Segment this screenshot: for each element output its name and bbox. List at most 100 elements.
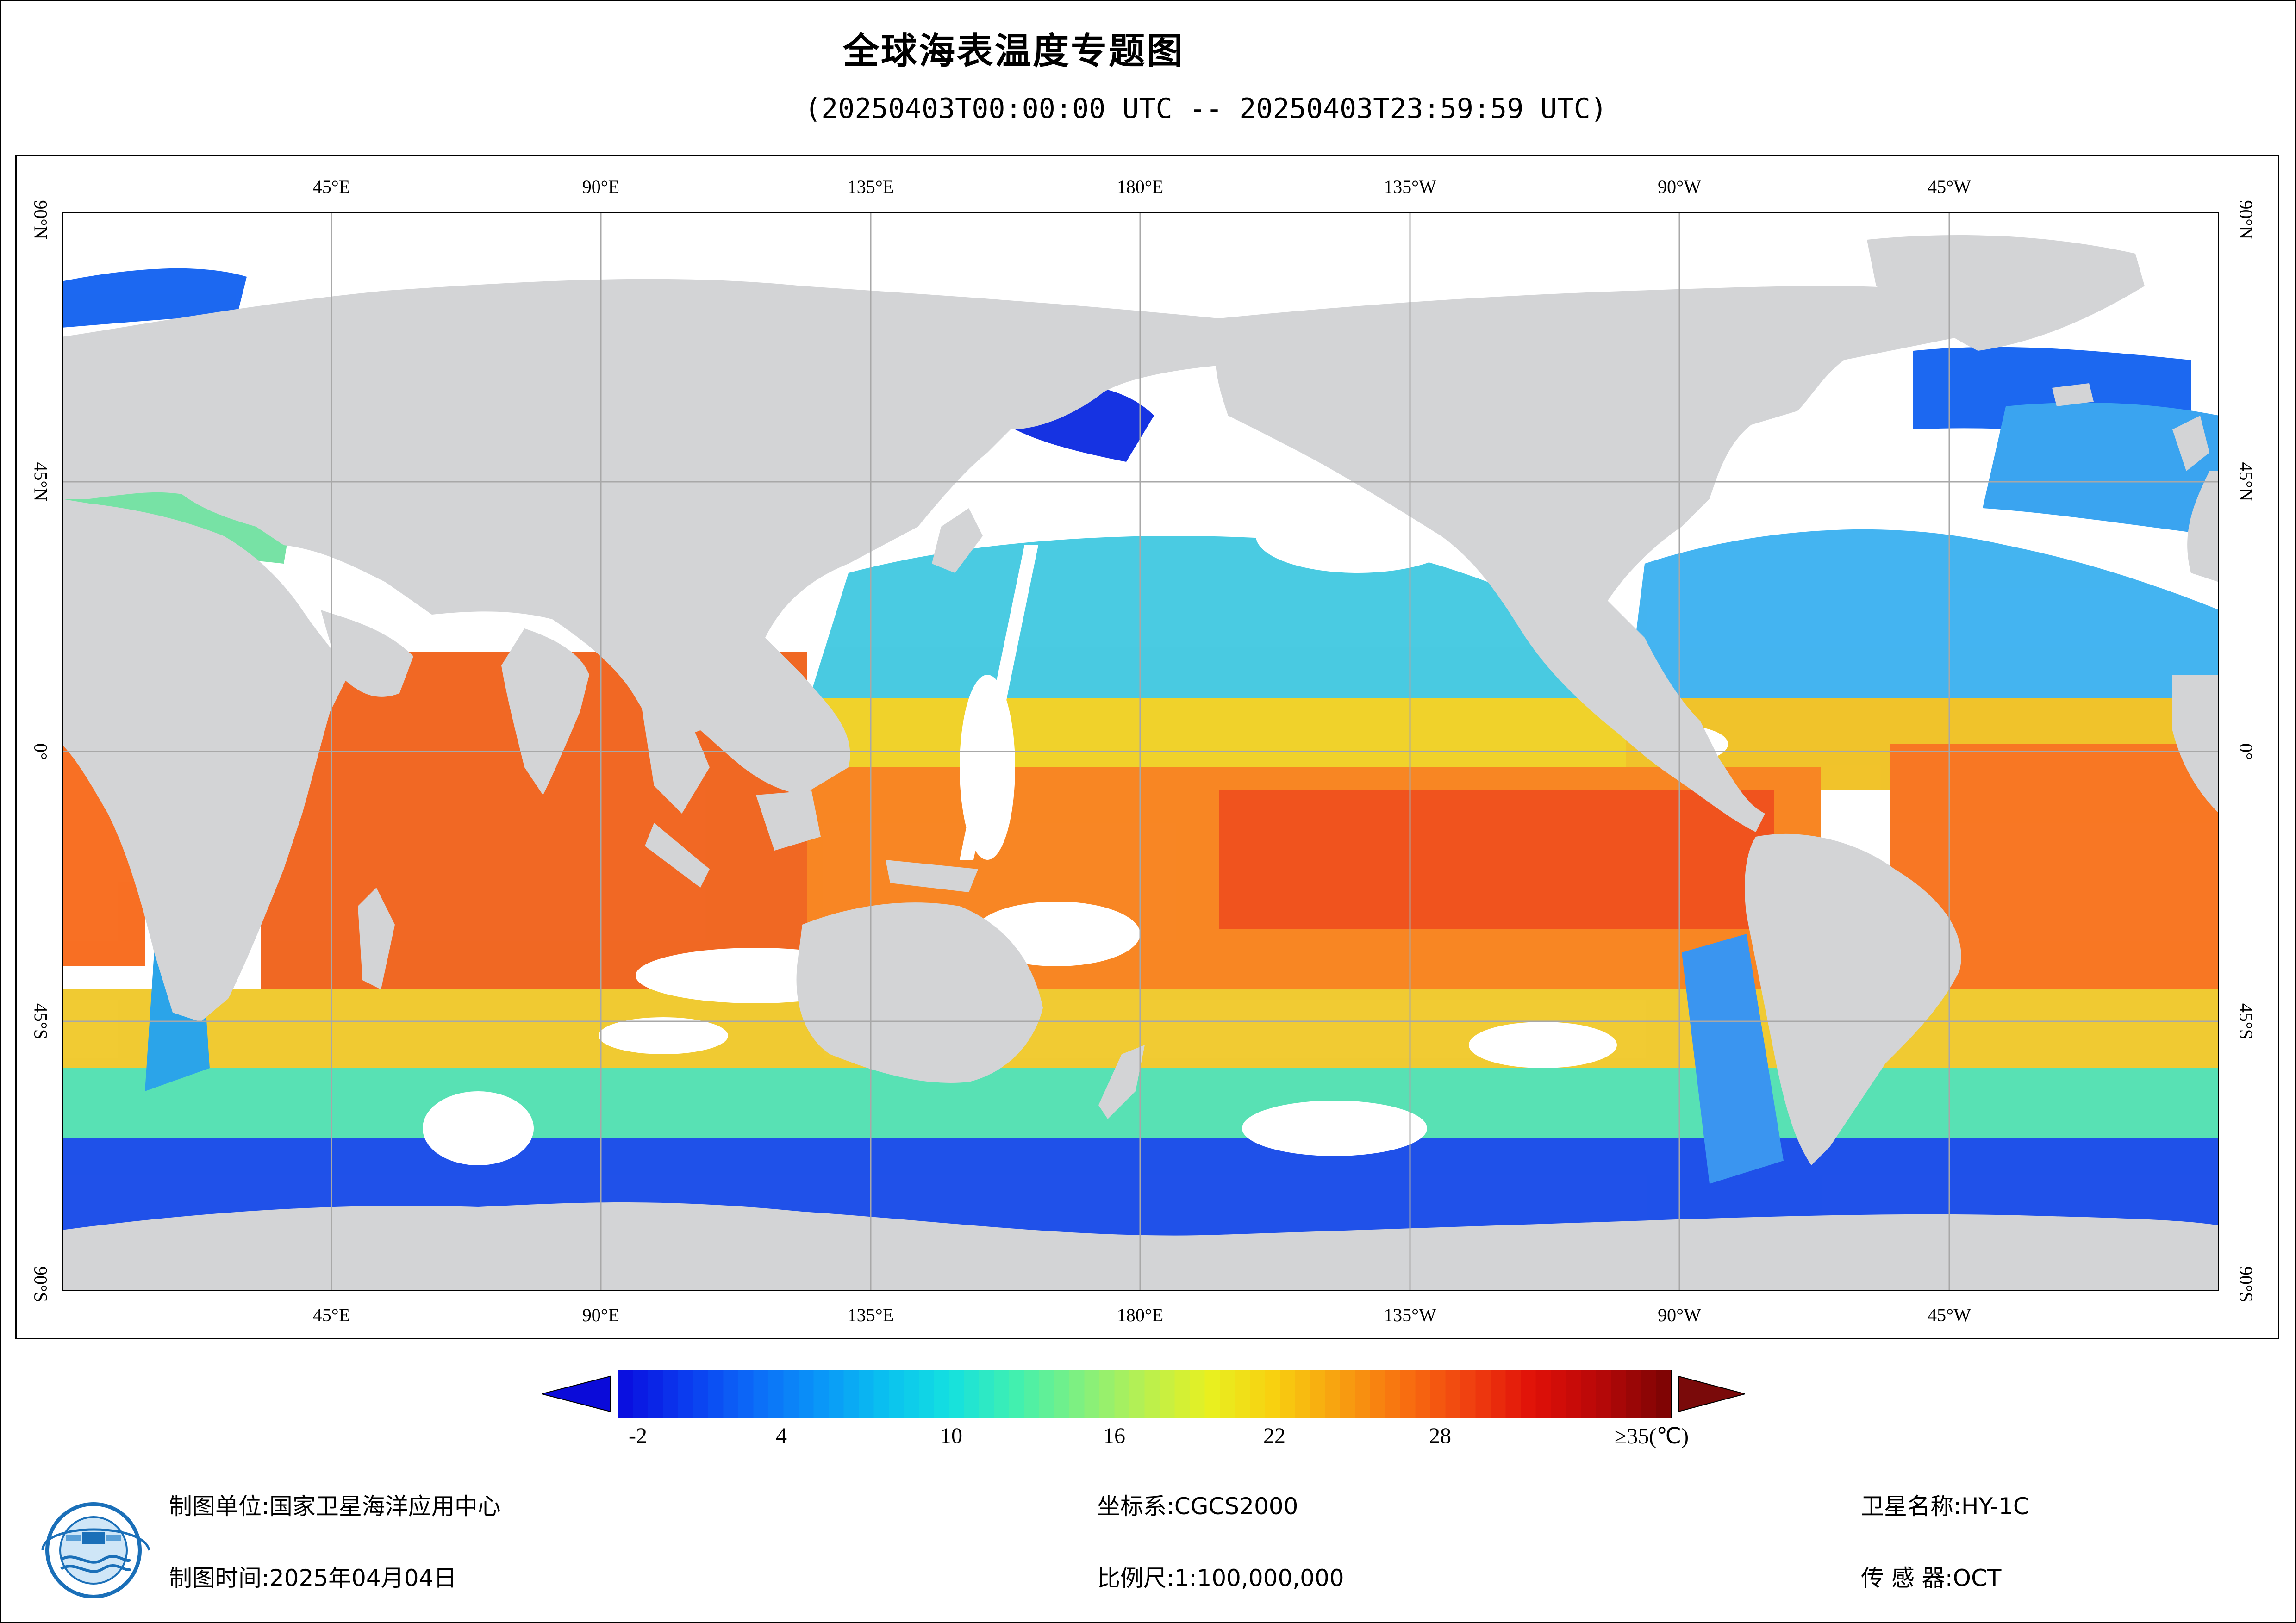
legend-tick: 10	[940, 1424, 962, 1448]
legend-color-cell	[1024, 1370, 1040, 1418]
legend-tick: 4	[776, 1424, 787, 1448]
lon-label-top: 90°W	[1658, 176, 1701, 197]
lon-label-bottom: 90°W	[1658, 1305, 1701, 1325]
legend-color-cell	[1400, 1370, 1416, 1418]
legend-color-cell	[768, 1370, 784, 1418]
sst-warm-pool	[1219, 790, 1774, 929]
legend-color-cell	[1355, 1370, 1371, 1418]
legend-color-cell	[723, 1370, 739, 1418]
legend-color-cell	[1325, 1370, 1341, 1418]
lat-label-right: 90°S	[2235, 1266, 2257, 1303]
legend-color-cell	[1310, 1370, 1325, 1418]
lat-label-right: 45°N	[2235, 462, 2257, 502]
scale-label: 比例尺:1:100,000,000	[1097, 1565, 1344, 1592]
legend-color-cell	[949, 1370, 964, 1418]
legend-color-cell	[1340, 1370, 1355, 1418]
legend-color-cell	[618, 1370, 633, 1418]
legend-color-cell	[708, 1370, 724, 1418]
legend-tick: ≥35(℃)	[1614, 1424, 1689, 1449]
land-iceland	[2052, 383, 2094, 406]
legend-color-cell	[1581, 1370, 1596, 1418]
lat-label-left: 0°	[30, 743, 51, 760]
satellite-label: 卫星名称:HY-1C	[1861, 1493, 2029, 1520]
legend-color-cell	[799, 1370, 814, 1418]
lon-label-bottom: 180°E	[1117, 1305, 1164, 1325]
lon-label-bottom: 135°E	[847, 1305, 894, 1325]
map-title: 全球海表温度专题图	[842, 31, 1185, 72]
lat-label-right: 90°N	[2235, 200, 2257, 240]
legend-color-cell	[1641, 1370, 1656, 1418]
lat-label-right: 45°S	[2235, 1003, 2257, 1040]
legend-color-cell	[753, 1370, 769, 1418]
legend-max-arrow	[1678, 1375, 1745, 1412]
legend-tick: 28	[1429, 1424, 1451, 1448]
land-madagascar	[358, 888, 395, 989]
legend-color-cell	[1656, 1370, 1672, 1418]
legend-color-cell	[1611, 1370, 1626, 1418]
legend-color-cell	[934, 1370, 949, 1418]
legend-color-cell	[1370, 1370, 1385, 1418]
lon-label-top: 135°W	[1384, 176, 1436, 197]
sensor-label: 传 感 器:OCT	[1861, 1565, 2002, 1592]
legend-color-cells	[618, 1370, 1672, 1418]
lon-label-bottom: 135°W	[1384, 1305, 1436, 1325]
legend-color-cell	[1551, 1370, 1566, 1418]
org-label: 制图单位:国家卫星海洋应用中心	[169, 1493, 501, 1520]
legend-color-cell	[1445, 1370, 1461, 1418]
lon-label-top: 180°E	[1117, 176, 1164, 197]
legend-color-cell	[1144, 1370, 1160, 1418]
legend-color-cell	[964, 1370, 980, 1418]
date-label: 制图时间:2025年04月04日	[169, 1565, 457, 1592]
legend-color-cell	[1250, 1370, 1265, 1418]
legend-color-cell	[1430, 1370, 1446, 1418]
legend-color-cell	[813, 1370, 829, 1418]
sst-ne-atlantic	[1983, 402, 2219, 536]
land-greenland	[1867, 235, 2145, 351]
legend-tick: 16	[1103, 1424, 1125, 1448]
legend-color-cell	[633, 1370, 649, 1418]
sst-humboldt	[1682, 934, 1784, 1184]
legend-color-cell	[1505, 1370, 1521, 1418]
legend-color-cell	[994, 1370, 1010, 1418]
legend-color-cell	[1475, 1370, 1491, 1418]
land-arabia	[321, 610, 413, 697]
land-australia	[796, 902, 1043, 1083]
nsoas-logo-icon	[41, 1502, 150, 1598]
legend-color-cell	[1265, 1370, 1280, 1418]
color-legend	[542, 1370, 1745, 1418]
legend-color-cell	[1521, 1370, 1536, 1418]
legend-color-cell	[1626, 1370, 1641, 1418]
lat-label-right: 0°	[2235, 743, 2257, 760]
lon-label-top: 45°W	[1928, 176, 1971, 197]
legend-color-cell	[693, 1370, 709, 1418]
legend-color-cell	[1054, 1370, 1070, 1418]
graticule	[62, 212, 2219, 1291]
legend-color-cell	[1129, 1370, 1145, 1418]
legend-color-cell	[1491, 1370, 1506, 1418]
legend-color-cell	[738, 1370, 754, 1418]
land-eurasia-north	[62, 279, 1228, 795]
legend-min-arrow	[542, 1375, 611, 1412]
legend-color-cell	[1460, 1370, 1476, 1418]
legend-tick: 22	[1263, 1424, 1285, 1448]
lat-label-left: 45°N	[30, 462, 51, 502]
sst-map	[62, 212, 2219, 1291]
legend-color-cell	[1566, 1370, 1581, 1418]
legend-color-cell	[1099, 1370, 1115, 1418]
lat-label-left: 45°S	[30, 1003, 51, 1040]
land-japan	[932, 508, 983, 573]
land-south-america	[1745, 833, 1961, 1165]
land-new-guinea	[886, 860, 978, 892]
land-africa	[62, 499, 349, 1022]
land-se-asia	[640, 698, 710, 814]
legend-tick: -2	[629, 1424, 647, 1448]
legend-color-cell	[783, 1370, 799, 1418]
legend-color-cell	[873, 1370, 889, 1418]
legend-color-cell	[904, 1370, 919, 1418]
legend-color-cell	[1385, 1370, 1401, 1418]
lon-label-bottom: 45°E	[312, 1305, 350, 1325]
legend-color-cell	[1535, 1370, 1551, 1418]
legend-color-cell	[1009, 1370, 1024, 1418]
legend-color-cell	[1415, 1370, 1431, 1418]
